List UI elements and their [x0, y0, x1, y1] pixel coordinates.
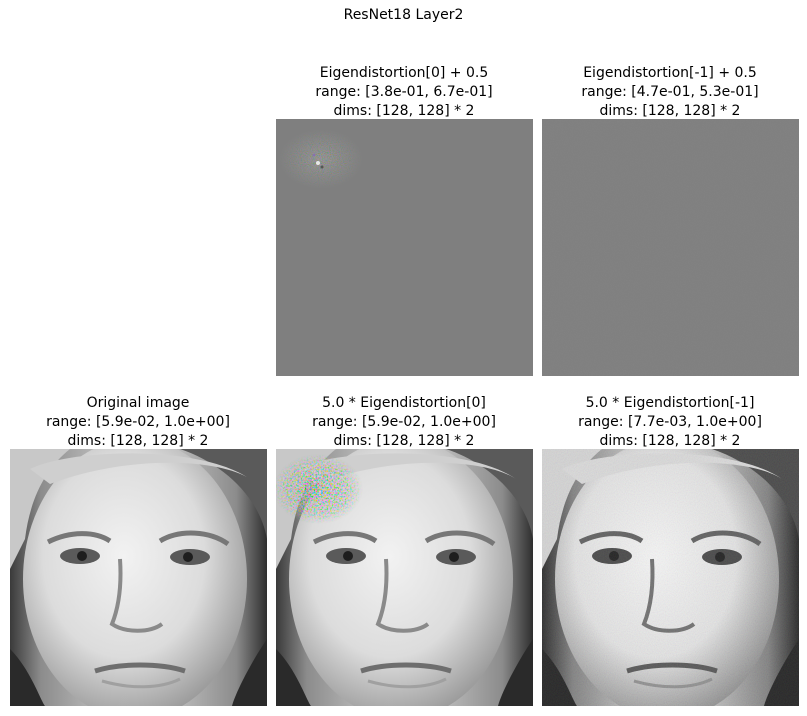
panel-dims: dims: [128, 128] * 2 [599, 433, 741, 449]
original-portrait-image [10, 449, 267, 706]
panel-heading: 5.0 * Eigendistortion[0] [322, 395, 486, 411]
eigendistortion-last-image [542, 119, 799, 376]
panel-title-eig-last-plus: Eigendistortion[-1] + 0.5 range: [4.7e-0… [542, 64, 798, 121]
panel-title-eig-last-scaled: 5.0 * Eigendistortion[-1] range: [7.7e-0… [542, 394, 798, 451]
panel-heading: Eigendistortion[-1] + 0.5 [583, 65, 757, 81]
panel-title-eig0-plus: Eigendistortion[0] + 0.5 range: [3.8e-01… [276, 64, 532, 121]
panel-range: range: [7.7e-03, 1.0e+00] [578, 414, 762, 430]
panel-dims: dims: [128, 128] * 2 [333, 433, 475, 449]
panel-title-eig0-scaled: 5.0 * Eigendistortion[0] range: [5.9e-02… [276, 394, 532, 451]
distorted-portrait-eig0-image [276, 449, 533, 706]
panel-range: range: [5.9e-02, 1.0e+00] [46, 414, 230, 430]
panel-dims: dims: [128, 128] * 2 [333, 103, 475, 119]
distorted-portrait-eig-last-image [542, 449, 799, 706]
panel-dims: dims: [128, 128] * 2 [67, 433, 209, 449]
panel-title-original: Original image range: [5.9e-02, 1.0e+00]… [10, 394, 266, 451]
figure-title: ResNet18 Layer2 [343, 7, 464, 23]
panel-range: range: [3.8e-01, 6.7e-01] [315, 84, 493, 100]
panel-heading: Original image [86, 395, 190, 411]
panel-range: range: [4.7e-01, 5.3e-01] [581, 84, 759, 100]
eigendistortion-0-image [276, 119, 533, 376]
panel-heading: Eigendistortion[0] + 0.5 [319, 65, 489, 81]
panel-range: range: [5.9e-02, 1.0e+00] [312, 414, 496, 430]
panel-heading: 5.0 * Eigendistortion[-1] [585, 395, 755, 411]
panel-dims: dims: [128, 128] * 2 [599, 103, 741, 119]
